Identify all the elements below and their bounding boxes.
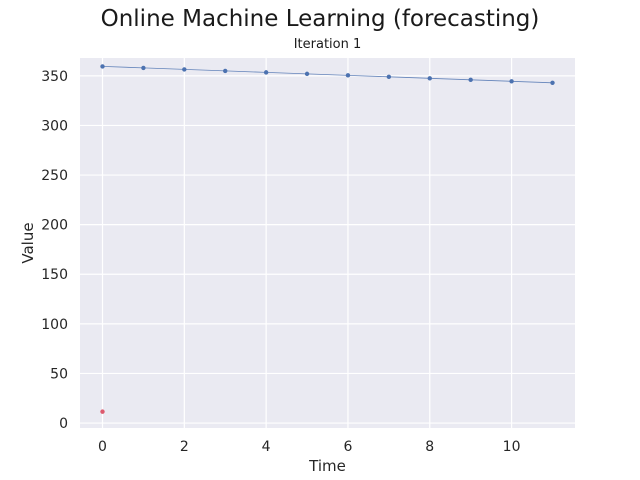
y-tick-label: 150 xyxy=(41,267,68,283)
y-tick-label: 350 xyxy=(41,69,68,85)
series-1-point xyxy=(509,79,514,84)
series-1-point xyxy=(223,68,228,74)
y-tick-label: 50 xyxy=(50,366,68,382)
series-1-point xyxy=(550,80,555,85)
series-1-point xyxy=(263,70,269,75)
y-tick-label: 100 xyxy=(41,317,68,333)
y-tick-label: 0 xyxy=(59,416,68,432)
series-1-point xyxy=(100,64,105,69)
y-tick-label: 250 xyxy=(41,168,68,184)
x-tick-label: 0 xyxy=(98,439,107,455)
x-tick-label: 2 xyxy=(180,439,189,455)
x-tick-label: 4 xyxy=(262,439,271,455)
series-1-point xyxy=(427,76,432,81)
y-axis-label: Value xyxy=(19,222,37,264)
x-axis-label: Time xyxy=(309,457,346,475)
series-line-1 xyxy=(102,66,553,84)
chart-title: Online Machine Learning (forecasting) xyxy=(100,6,540,32)
y-tick-label: 300 xyxy=(41,118,68,134)
series-1-point xyxy=(304,71,310,77)
plot-background xyxy=(80,58,575,428)
series-1-point xyxy=(386,74,392,80)
series-1-point xyxy=(468,77,473,83)
series-1-point xyxy=(141,65,146,71)
series-1-point xyxy=(182,67,187,72)
x-tick-label: 8 xyxy=(425,439,434,455)
x-tick-label: 10 xyxy=(503,439,521,455)
y-tick-label: 200 xyxy=(41,218,68,234)
chart-subtitle: Iteration 1 xyxy=(293,37,362,52)
series-2-point xyxy=(100,409,105,414)
x-tick-label: 6 xyxy=(343,439,352,455)
series-1-point xyxy=(345,73,351,78)
